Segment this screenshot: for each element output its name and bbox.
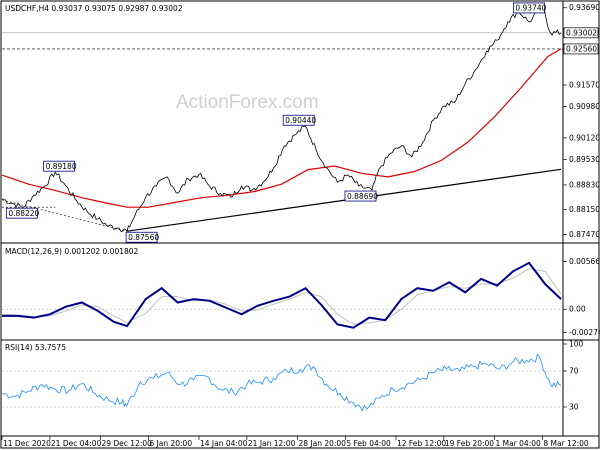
price-label: 0.90440 bbox=[285, 116, 316, 125]
x-tick-label: 19 Feb 20:00 bbox=[445, 439, 494, 448]
x-tick-label: 14 Jan 04:00 bbox=[200, 439, 248, 448]
y-tick-label: 0.89530 bbox=[569, 155, 600, 164]
current-price-box bbox=[563, 27, 599, 39]
time-axis: 11 Dec 2020 21 Dec 04:00 29 Dec 12:006 Jan… bbox=[1, 436, 589, 448]
macd-panel bbox=[1, 261, 563, 329]
y-tick-label: 30 bbox=[569, 403, 579, 412]
macd-panel-title: MACD(12,26,9) 0.001202 0.001802 bbox=[5, 247, 139, 256]
x-tick-label: 29 Dec 12:00 bbox=[101, 439, 152, 448]
price-label: 0.89180 bbox=[46, 162, 77, 171]
price-label-box bbox=[43, 160, 75, 172]
price-label: 0.88220 bbox=[8, 209, 39, 218]
price-label-box bbox=[5, 207, 38, 219]
y-tick-label: 70 bbox=[569, 367, 579, 376]
price-label: 0.87560 bbox=[128, 233, 159, 242]
y-tick-label: 0.88150 bbox=[569, 205, 600, 214]
price-axis: 0.93690 0.91570 0.90980 0.90120 0.89530 0.888… bbox=[563, 3, 600, 239]
reference-level-box bbox=[563, 43, 599, 55]
price-label-box bbox=[512, 2, 545, 14]
x-tick-label: 21 Dec 04:00 bbox=[51, 439, 102, 448]
rsi-axis: 100 70 30 bbox=[563, 340, 584, 412]
moving-average-line bbox=[1, 48, 562, 208]
y-tick-label: 0.90980 bbox=[569, 102, 600, 111]
macd-signal-line bbox=[1, 268, 562, 325]
macd-line bbox=[2, 261, 562, 329]
price-label: 0.93740 bbox=[515, 4, 546, 13]
x-tick-label: 28 Jan 20:00 bbox=[298, 439, 346, 448]
x-tick-label: 21 Jan 12:00 bbox=[248, 439, 296, 448]
y-tick-label: 0.93690 bbox=[569, 3, 600, 12]
x-tick-label: 1 Mar 04:00 bbox=[495, 439, 541, 448]
price-series-line bbox=[1, 5, 562, 233]
x-tick-label: 11 Dec 2020 bbox=[3, 439, 51, 448]
y-tick-label: 0.90120 bbox=[569, 133, 600, 142]
price-label: 0.88690 bbox=[347, 192, 378, 201]
y-tick-label: 0.005666 bbox=[569, 257, 600, 266]
x-tick-label: 5 Feb 04:00 bbox=[346, 439, 391, 448]
trendline bbox=[127, 168, 562, 232]
y-tick-label: 0.87470 bbox=[569, 230, 600, 239]
price-label-box bbox=[125, 231, 158, 243]
macd-axis: 0.005666 0.00 -0.002741 bbox=[563, 257, 600, 337]
rsi-panel-title: RSI(14) 53.7575 bbox=[5, 343, 66, 352]
price-label-box bbox=[344, 190, 377, 202]
y-tick-label: 0.00 bbox=[569, 305, 586, 314]
reference-level-label: 0.92560 bbox=[566, 45, 597, 54]
dotted-guide-line bbox=[1, 199, 128, 232]
price-panel-title: USDCHF,H4 0.93037 0.93075 0.92987 0.9300… bbox=[5, 4, 183, 13]
y-tick-label: 100 bbox=[569, 340, 584, 349]
current-price-label: 0.93002 bbox=[566, 29, 597, 38]
price-annotations: 0.89180 0.88220 0.87560 0.90440 0.88690 0.937… bbox=[5, 2, 547, 243]
y-tick-label: -0.002741 bbox=[569, 328, 600, 337]
x-tick-label: 8 Mar 12:00 bbox=[543, 439, 589, 448]
x-tick-label: 6 Jan 20:00 bbox=[149, 439, 192, 448]
watermark: ActionForex.com bbox=[176, 92, 319, 113]
rsi-line bbox=[1, 353, 562, 412]
rsi-panel bbox=[1, 353, 563, 412]
price-label-box bbox=[282, 114, 315, 126]
y-tick-label: 0.91570 bbox=[569, 81, 600, 90]
x-tick-label: 12 Feb 12:00 bbox=[397, 439, 446, 448]
y-tick-label: 0.88830 bbox=[569, 180, 600, 189]
price-reference-lines bbox=[1, 32, 563, 232]
price-panel bbox=[1, 5, 562, 233]
